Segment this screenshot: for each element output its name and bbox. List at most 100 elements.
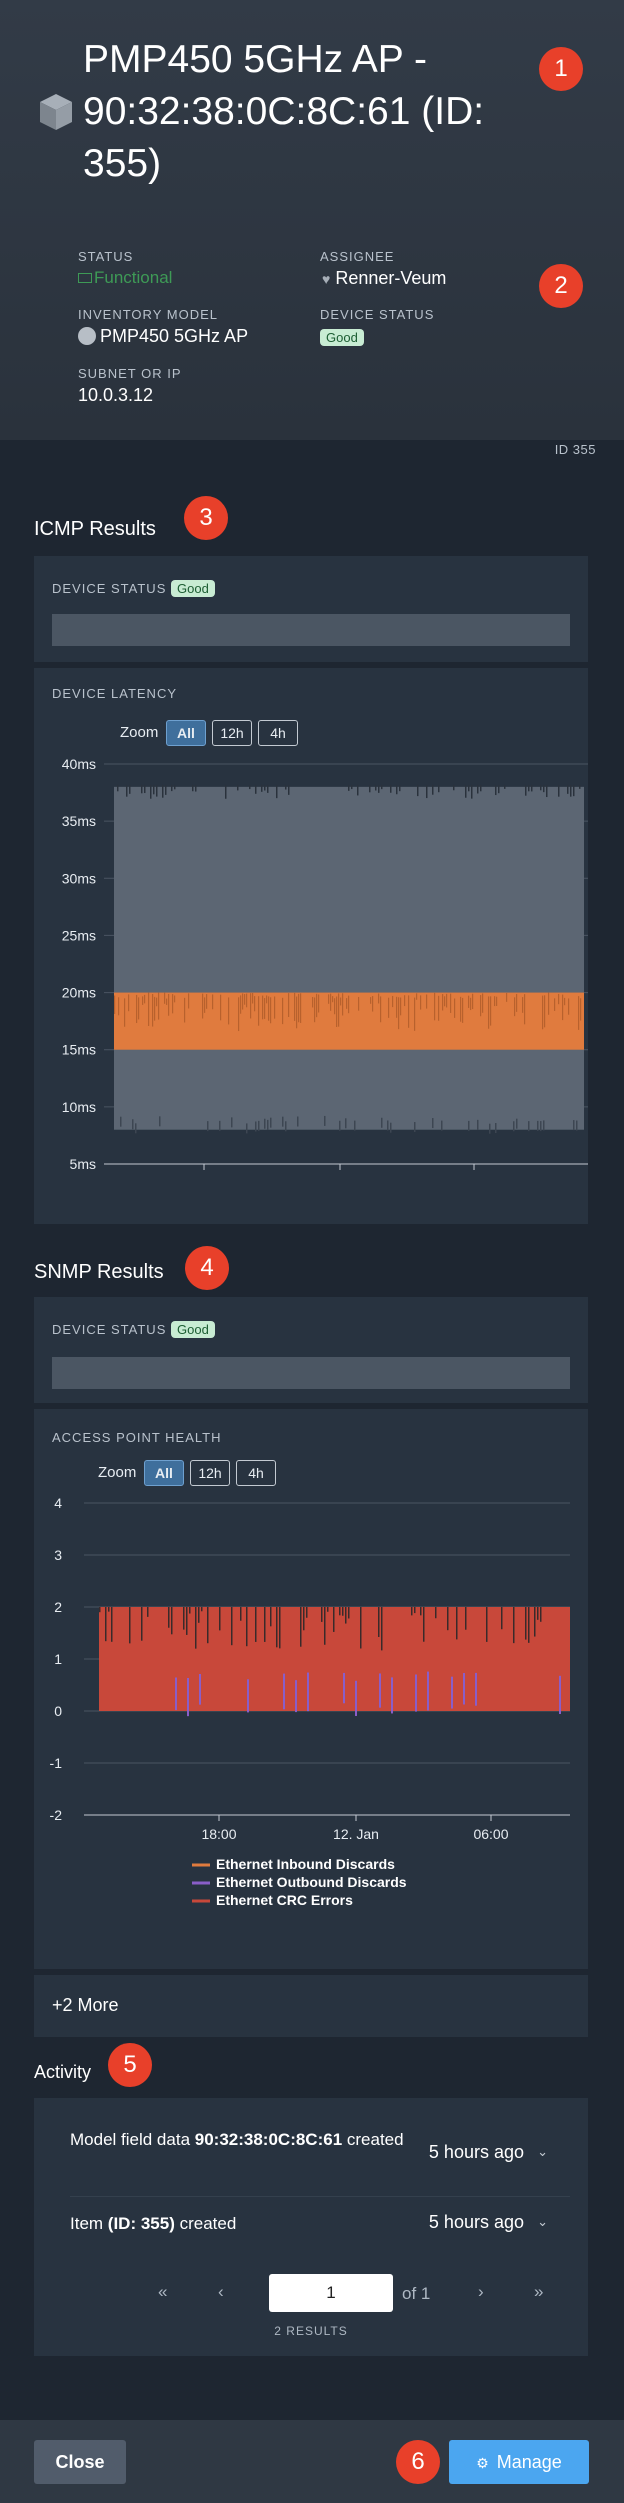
latency-noise xyxy=(450,993,452,1013)
latency-spike xyxy=(144,784,146,794)
latency-noise xyxy=(578,996,580,1030)
latency-spike xyxy=(528,784,530,792)
header: PMP450 5GHz AP - 90:32:38:0C:8C:61 (ID: … xyxy=(0,0,624,457)
icmp-zoom-all-button[interactable]: All xyxy=(166,720,206,746)
latency-noise xyxy=(380,996,382,1023)
health-drop xyxy=(486,1607,488,1642)
health-drop xyxy=(447,1607,449,1631)
health-outbound-streak xyxy=(463,1673,465,1705)
latency-noise xyxy=(544,995,546,1028)
pager-next-button[interactable]: › xyxy=(478,2282,484,2301)
latency-spike xyxy=(399,784,401,792)
latency-noise xyxy=(472,993,474,1010)
icmp-device-status-label: DEVICE STATUS Good xyxy=(52,580,215,597)
latency-noise xyxy=(202,993,204,1019)
snmp-status-bar xyxy=(52,1357,570,1389)
latency-noise xyxy=(482,993,484,1013)
latency-spike xyxy=(432,1118,434,1129)
annotation-badge-1: 1 xyxy=(539,47,583,91)
annotation-badge-2: 2 xyxy=(539,264,583,308)
latency-noise xyxy=(336,996,338,1027)
pager-prev-button[interactable]: ‹ xyxy=(218,2282,224,2301)
latency-noise xyxy=(522,997,524,1013)
health-drop xyxy=(171,1607,173,1635)
health-drop xyxy=(300,1607,302,1647)
health-outbound-streak xyxy=(187,1677,189,1717)
latency-spike xyxy=(453,784,455,791)
icmp-zoom-12h-button[interactable]: 12h xyxy=(212,720,252,746)
latency-spike xyxy=(396,784,398,795)
latency-spike xyxy=(540,784,542,791)
snmp-zoom-12h-button[interactable]: 12h xyxy=(190,1460,230,1486)
health-drop xyxy=(141,1607,143,1641)
health-outbound-streak xyxy=(451,1676,453,1709)
model-value[interactable]: PMP450 5GHz AP xyxy=(78,326,248,347)
latency-noise xyxy=(554,998,556,1011)
latency-spike xyxy=(135,1123,137,1134)
latency-spike xyxy=(261,784,263,792)
latency-noise xyxy=(400,997,402,1016)
latency-noise xyxy=(462,997,464,1023)
snmp-status-badge: Good xyxy=(171,1321,215,1338)
y-tick-label: -1 xyxy=(50,1755,63,1771)
latency-spike xyxy=(129,784,131,794)
latency-noise xyxy=(420,995,422,1010)
latency-noise xyxy=(212,994,214,1010)
close-button[interactable]: Close xyxy=(34,2440,126,2484)
latency-spike xyxy=(567,784,569,794)
latency-noise xyxy=(490,996,492,1026)
health-drop xyxy=(147,1607,149,1617)
latency-noise xyxy=(204,997,206,1013)
latency-gray-band xyxy=(114,786,584,1130)
latency-spike xyxy=(525,784,527,796)
snmp-device-status-label: DEVICE STATUS Good xyxy=(52,1321,215,1338)
icmp-status-card: DEVICE STATUS Good xyxy=(34,556,588,662)
latency-noise xyxy=(238,997,240,1032)
latency-spike xyxy=(375,784,377,791)
y-tick-label: 0 xyxy=(54,1703,62,1719)
health-drop xyxy=(501,1607,503,1630)
health-drop xyxy=(348,1607,350,1619)
health-outbound-streak xyxy=(391,1677,393,1714)
manage-button[interactable]: ⚙ Manage xyxy=(449,2440,589,2484)
snmp-zoom-4h-button[interactable]: 4h xyxy=(236,1460,276,1486)
latency-spike xyxy=(381,1117,383,1128)
pager-last-button[interactable]: » xyxy=(534,2282,544,2301)
latency-noise xyxy=(548,992,550,1015)
snmp-zoom-all-button[interactable]: All xyxy=(144,1460,184,1486)
latency-noise xyxy=(408,995,410,1028)
latency-noise xyxy=(562,994,564,1021)
health-chart-label: ACCESS POINT HEALTH xyxy=(52,1430,222,1445)
latency-spike xyxy=(357,784,359,796)
health-drop xyxy=(525,1607,527,1640)
pager-of-label: of 1 xyxy=(402,2284,431,2303)
page-number-input[interactable] xyxy=(269,2274,393,2312)
health-drop xyxy=(360,1607,362,1649)
status-icon xyxy=(78,273,92,283)
latency-spike xyxy=(288,784,290,795)
latency-spike xyxy=(162,784,164,798)
chevron-down-icon[interactable]: ⌄ xyxy=(537,2214,548,2229)
latency-noise xyxy=(128,994,130,1012)
chevron-down-icon[interactable]: ⌄ xyxy=(537,2144,548,2159)
latency-noise xyxy=(524,994,526,1025)
icmp-zoom-4h-button[interactable]: 4h xyxy=(258,720,298,746)
icmp-zoom-label: Zoom xyxy=(120,724,159,741)
legend-label[interactable]: Ethernet Inbound Discards xyxy=(216,1856,395,1872)
assignee-value[interactable]: ♥ Renner-Veum xyxy=(322,268,447,288)
pager-first-button[interactable]: « xyxy=(158,2282,168,2301)
latency-noise xyxy=(346,998,348,1009)
latency-noise xyxy=(294,992,296,1021)
latency-noise xyxy=(558,993,560,1005)
latency-spike xyxy=(516,1118,518,1129)
annotation-badge-3: 3 xyxy=(184,496,228,540)
legend-label[interactable]: Ethernet CRC Errors xyxy=(216,1892,353,1908)
latency-spike xyxy=(477,1119,479,1130)
more-charts-button[interactable]: +2 More xyxy=(34,1975,588,2037)
health-drop xyxy=(303,1607,305,1631)
icmp-section-title: ICMP Results xyxy=(34,518,156,540)
legend-label[interactable]: Ethernet Outbound Discards xyxy=(216,1874,407,1890)
health-drop xyxy=(528,1607,530,1643)
health-outbound-streak xyxy=(283,1673,285,1710)
y-tick-label: 2 xyxy=(54,1599,62,1615)
